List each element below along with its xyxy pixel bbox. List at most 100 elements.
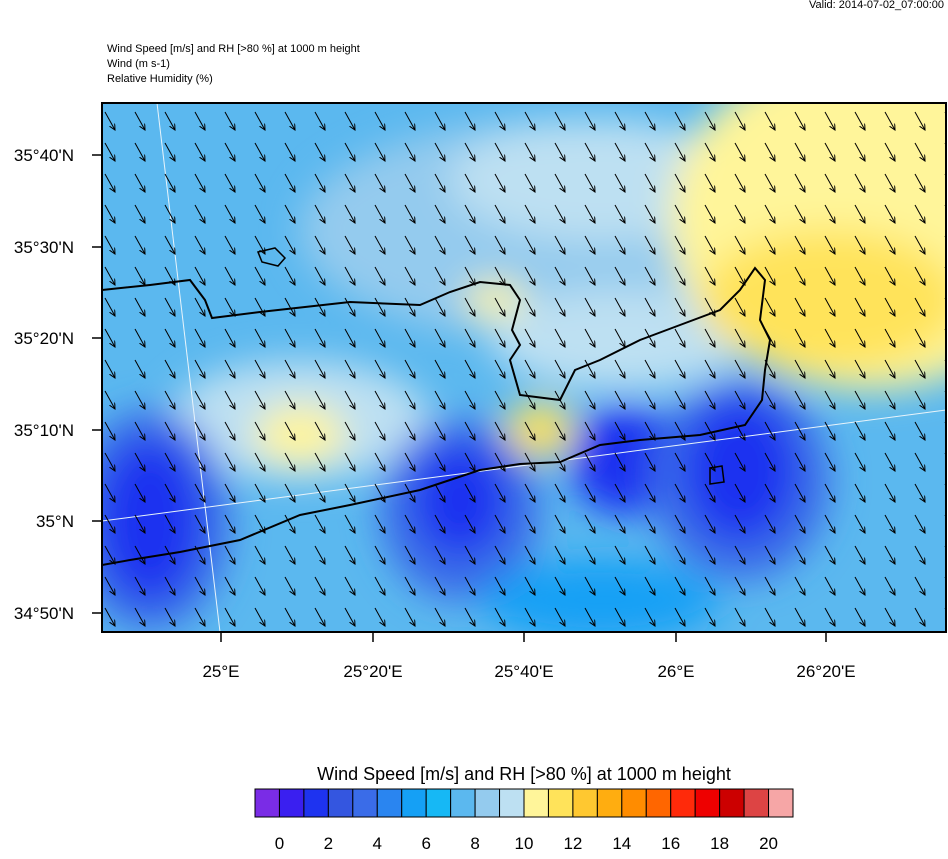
wind-arrow — [374, 452, 385, 471]
wind-arrow — [404, 266, 415, 285]
wind-arrow — [794, 576, 805, 595]
wind-arrow — [704, 142, 715, 161]
wind-arrow — [704, 328, 715, 347]
wind-arrow — [464, 204, 475, 223]
wind-arrow — [104, 483, 115, 502]
wind-arrow — [614, 576, 625, 595]
wind-arrow — [374, 390, 385, 409]
wind-arrow — [644, 607, 655, 626]
wind-arrow — [674, 483, 685, 502]
lat-label: 35°N — [36, 512, 74, 531]
wind-arrow — [914, 142, 925, 161]
colorbar-box — [572, 788, 598, 818]
wind-arrow — [524, 483, 535, 502]
wind-arrow — [824, 235, 835, 254]
wind-arrow — [584, 266, 595, 285]
wind-arrow — [404, 390, 415, 409]
wind-arrow — [164, 235, 175, 254]
wind-arrow — [794, 514, 805, 533]
wind-arrow — [464, 483, 475, 502]
wind-arrow — [614, 514, 625, 533]
wind-arrow — [554, 514, 565, 533]
wind-arrow — [824, 483, 835, 502]
wind-arrow — [554, 421, 565, 440]
wind-arrow — [134, 173, 145, 192]
wind-arrow — [404, 235, 415, 254]
wind-arrow — [554, 576, 565, 595]
wind-arrow — [374, 514, 385, 533]
wind-arrow — [164, 111, 175, 130]
lon-label: 25°E — [202, 662, 239, 681]
wind-arrow — [344, 297, 355, 316]
wind-arrow — [884, 173, 895, 192]
wind-arrow — [584, 204, 595, 223]
map-field — [102, 103, 946, 632]
wind-arrow — [224, 483, 235, 502]
wind-arrow — [644, 235, 655, 254]
wind-arrow — [374, 576, 385, 595]
lat-label: 35°40'N — [14, 146, 74, 165]
wind-arrow — [314, 483, 325, 502]
wind-arrow — [524, 607, 535, 626]
wind-arrow — [434, 483, 445, 502]
wind-arrow — [194, 576, 205, 595]
wind-arrow — [434, 235, 445, 254]
wind-arrow — [524, 235, 535, 254]
wind-arrow — [344, 266, 355, 285]
wind-arrow — [284, 514, 295, 533]
wind-arrow — [134, 483, 145, 502]
wind-arrow — [524, 421, 535, 440]
wind-arrow — [194, 297, 205, 316]
wind-arrow — [374, 235, 385, 254]
wind-arrow — [194, 235, 205, 254]
wind-arrow — [464, 545, 475, 564]
wind-arrow — [644, 173, 655, 192]
wind-arrow — [374, 173, 385, 192]
coastline — [102, 266, 772, 566]
wind-arrow — [434, 452, 445, 471]
wind-arrow — [584, 142, 595, 161]
wind-arrow — [344, 235, 355, 254]
wind-arrow — [794, 235, 805, 254]
wind-arrow — [584, 576, 595, 595]
wind-arrow — [854, 173, 865, 192]
wind-arrow — [164, 204, 175, 223]
wind-arrow — [254, 390, 265, 409]
wind-arrow — [104, 204, 115, 223]
wind-arrow — [434, 607, 445, 626]
wind-arrow — [344, 359, 355, 378]
wind-arrow — [884, 235, 895, 254]
wind-arrow — [464, 111, 475, 130]
wind-arrow — [374, 297, 385, 316]
colorbar-label: 10 — [515, 834, 534, 853]
wind-arrow — [644, 142, 655, 161]
wind-arrow — [674, 204, 685, 223]
wind-arrow — [614, 173, 625, 192]
wind-arrow — [134, 607, 145, 626]
lat-label: 35°10'N — [14, 421, 74, 440]
wind-arrow — [524, 514, 535, 533]
wind-arrows — [104, 111, 946, 626]
wind-arrow — [614, 111, 625, 130]
wind-arrow — [464, 421, 475, 440]
colorbar-box — [719, 788, 745, 818]
wind-arrow — [404, 514, 415, 533]
wind-arrow — [434, 111, 445, 130]
wind-arrow — [494, 142, 505, 161]
colorbar: 0 2 4 6 8 10 12 14 16 18 20 — [254, 788, 794, 853]
wind-arrow — [794, 421, 805, 440]
wind-arrow — [374, 545, 385, 564]
wind-arrow — [104, 514, 115, 533]
colorbar-label: 8 — [470, 834, 479, 853]
wind-arrow — [584, 235, 595, 254]
colorbar-box — [425, 788, 452, 818]
wind-arrow — [614, 421, 625, 440]
colorbar-label: 0 — [275, 834, 284, 853]
wind-arrow — [764, 142, 775, 161]
wind-arrow — [614, 204, 625, 223]
wind-arrow — [704, 514, 715, 533]
wind-arrow — [824, 545, 835, 564]
wind-arrow — [284, 111, 295, 130]
wind-arrow — [194, 173, 205, 192]
wind-arrow — [734, 514, 745, 533]
